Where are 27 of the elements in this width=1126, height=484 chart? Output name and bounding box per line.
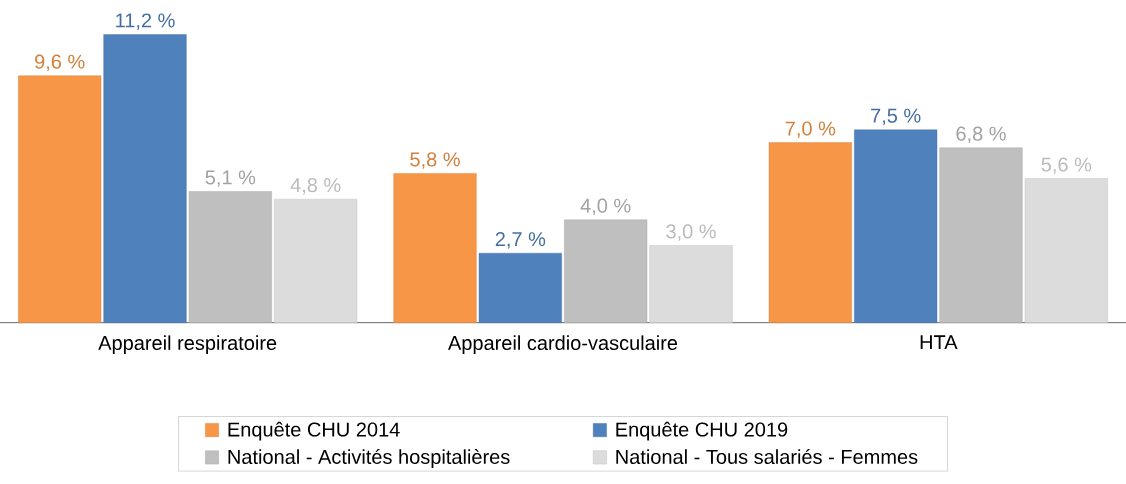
data-label: 5,8 % [410,152,460,169]
bar [274,198,358,323]
data-label: 2,7 % [495,232,546,249]
data-label: 4,0 % [580,198,631,216]
data-label: 5,1 % [205,170,256,187]
bar [393,173,477,323]
data-label: 4,8 % [290,178,341,195]
legend-label: National - Activités hospitalières [228,449,510,468]
bar [18,75,102,323]
bar [478,253,562,323]
data-label: 9,6 % [35,54,85,72]
bar [854,129,938,323]
data-label: 7,0 % [785,121,836,138]
data-label: 6,8 % [956,126,1006,144]
data-label: 5,6 % [1041,157,1092,174]
bar [768,142,852,323]
data-label: 7,5 % [871,108,921,126]
legend-label: National - Tous salariés - Femmes [616,449,918,464]
bar [188,191,272,323]
x-tick-label: Appareil respiratoire [98,335,277,354]
data-label: 3,0 % [666,224,716,241]
bar [103,34,187,323]
legend-label: Enquête CHU 2014 [228,421,400,441]
data-label: 11,2 % [116,13,175,30]
x-tick-label: HTA [920,335,958,350]
x-tick-label: Appareil cardio-vasculaire [448,335,678,354]
legend-label: Enquête CHU 2019 [616,421,788,441]
